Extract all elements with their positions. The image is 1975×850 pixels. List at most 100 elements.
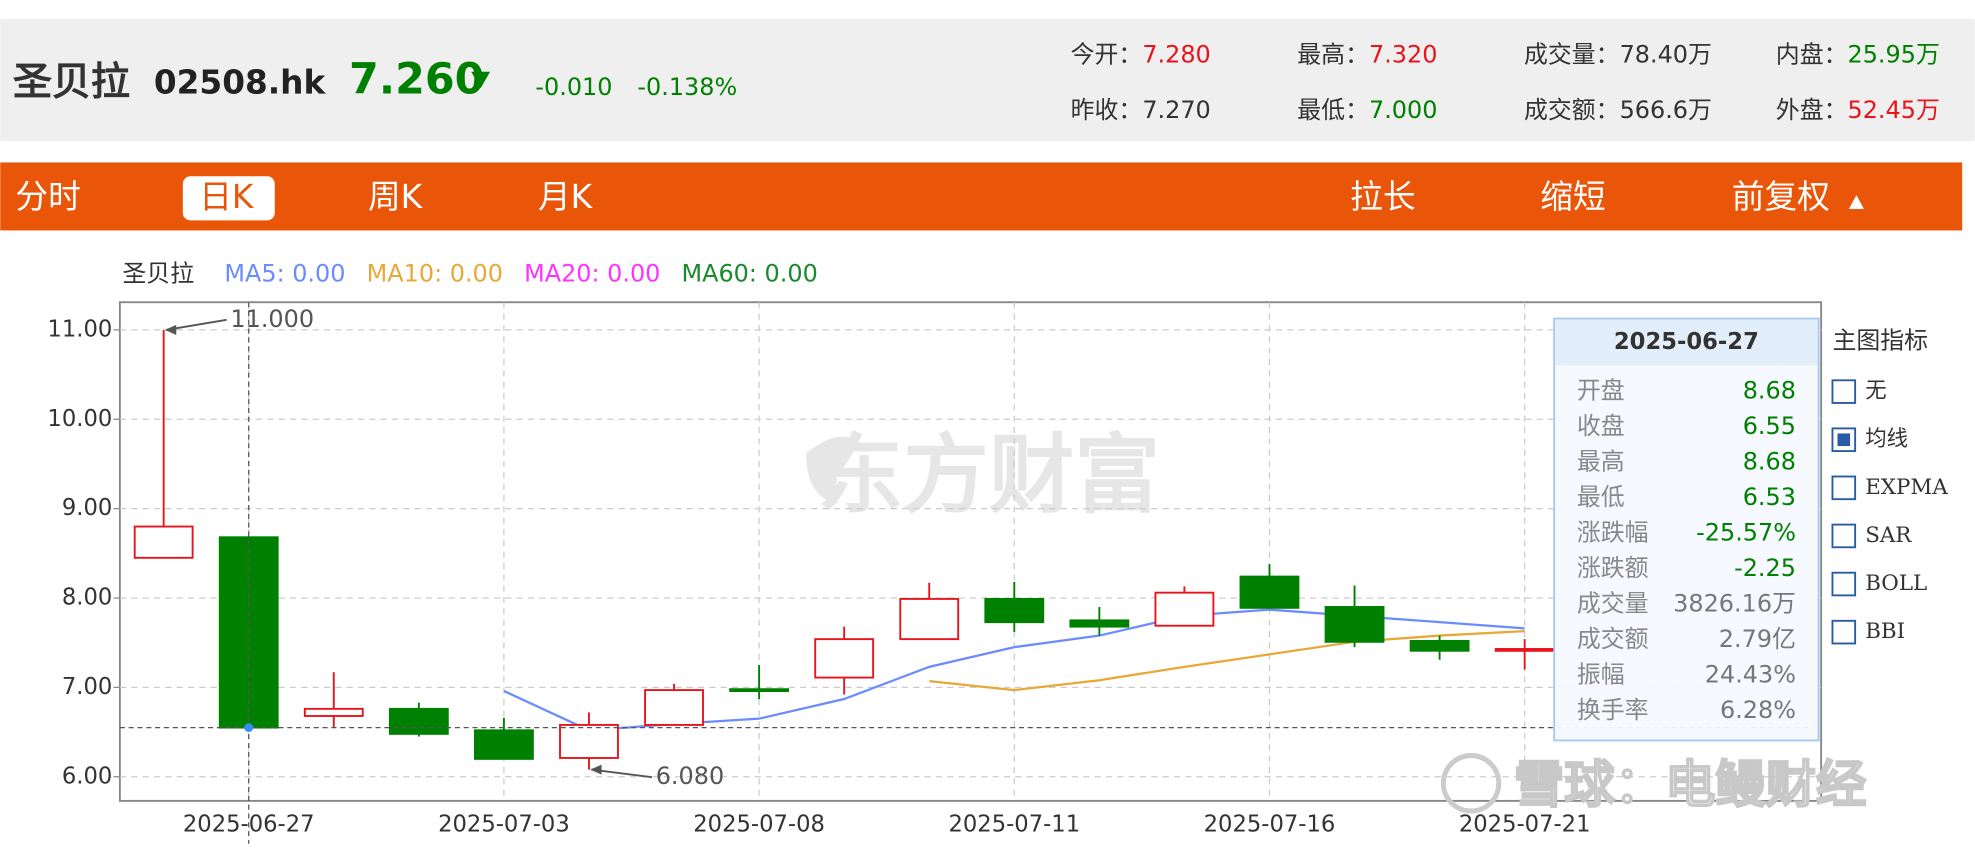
x-tick-label: 2025-07-08 [693, 811, 825, 837]
stat: 最高：7.320 [1297, 40, 1437, 68]
candle-body [303, 707, 364, 717]
change-pct: -0.138% [637, 73, 737, 101]
tab-arrow [1848, 195, 1864, 210]
tooltip-value: -25.57% [1696, 519, 1796, 547]
tooltip-value: 6.28% [1720, 696, 1796, 724]
legend-entry: MA20: 0.00 [524, 260, 660, 288]
stat-value: 566.6万 [1620, 96, 1712, 124]
tooltip-value: 6.53 [1743, 483, 1796, 511]
y-tick-label: 11.00 [47, 316, 112, 342]
candle-body [1239, 575, 1300, 609]
stat-label: 昨收： [1071, 96, 1143, 124]
tooltip-label: 收盘 [1577, 412, 1625, 440]
stat-value: 7.000 [1369, 96, 1437, 124]
tooltip-value: 8.68 [1743, 448, 1796, 476]
checkbox[interactable] [1831, 619, 1857, 645]
checkbox[interactable] [1831, 475, 1857, 501]
stat: 成交量：78.40万 [1524, 40, 1712, 68]
candle-body [388, 707, 449, 735]
y-tick-label: 6.00 [62, 763, 112, 789]
tooltip-label: 开盘 [1577, 377, 1625, 405]
candle-body [984, 597, 1045, 624]
stats: 今开：7.280昨收：7.270最高：7.320最低：7.000成交量：78.4… [1071, 40, 1940, 123]
tooltip-value: 24.43% [1705, 661, 1796, 689]
legend-entry: MA10: 0.00 [367, 260, 503, 288]
tab[interactable]: 日K [199, 178, 255, 216]
x-tick-label: 2025-07-03 [438, 811, 570, 837]
ma-line [929, 629, 1525, 692]
tabs: 分时 日K 周K 月K 拉长 缩短 前复权 [15, 176, 1864, 221]
candle-body [133, 525, 194, 559]
header-band [0, 18, 1975, 142]
tooltip-label: 最低 [1577, 483, 1625, 511]
option-label[interactable]: 均线 [1865, 427, 1908, 452]
tooltip-value: 3826.16万 [1673, 590, 1796, 618]
tooltip-label: 换手率 [1577, 696, 1649, 724]
option-label[interactable]: SAR [1865, 523, 1912, 548]
candle-body [1069, 619, 1130, 628]
stat: 内盘：25.95万 [1776, 40, 1940, 68]
tooltip-label: 最高 [1577, 448, 1625, 476]
y-tick-label: 7.00 [62, 674, 112, 700]
tab[interactable]: 分时 [15, 178, 80, 216]
annotation-arrow [591, 768, 653, 779]
tooltip-label: 成交额 [1577, 625, 1649, 653]
tooltip-value: 8.68 [1743, 377, 1796, 405]
stat: 外盘：52.45万 [1776, 96, 1940, 124]
stat-label: 成交量： [1524, 40, 1620, 68]
watermark-logo [1440, 753, 1502, 814]
tab-highlight [182, 176, 275, 221]
tab-bar [0, 162, 1963, 231]
candle-body [1494, 648, 1555, 652]
stat-label: 外盘： [1776, 96, 1848, 124]
checkbox[interactable] [1831, 379, 1857, 404]
candle-body [1154, 591, 1215, 627]
option-label[interactable]: BBI [1865, 619, 1905, 644]
legend: 圣贝拉 MA5: 0.00 MA10: 0.00 MA20: 0.00 MA60: 0.… [122, 260, 817, 288]
plot-area [118, 301, 1823, 802]
tooltip-header [1555, 319, 1818, 366]
stat: 今开：7.280 [1071, 40, 1211, 68]
y-tick-label: 9.00 [62, 495, 112, 521]
candle-body [1409, 639, 1470, 652]
stat-value: 78.40万 [1620, 40, 1712, 68]
legend-entry: MA60: 0.00 [682, 260, 818, 288]
annotation-head [164, 324, 177, 335]
annotation-head [590, 764, 602, 775]
candle-body [644, 689, 704, 726]
stat-value: 7.280 [1142, 40, 1210, 68]
stat-label: 最低： [1297, 96, 1369, 124]
checkbox[interactable] [1831, 523, 1857, 549]
option-label[interactable]: BOLL [1865, 571, 1927, 596]
price: 7.260 [349, 54, 484, 104]
x-tick-label: 2025-07-21 [1459, 811, 1591, 837]
checkbox[interactable] [1831, 571, 1857, 597]
tab[interactable]: 周K [368, 178, 424, 216]
tooltip-value: 6.55 [1743, 412, 1796, 440]
candle-body [729, 688, 790, 693]
tooltip-label: 涨跌幅 [1577, 519, 1649, 547]
tab[interactable]: 缩短 [1540, 178, 1605, 216]
tab[interactable]: 月K [538, 178, 594, 216]
stock-name: 圣贝拉 [13, 60, 130, 105]
stat-label: 最高： [1297, 40, 1369, 68]
watermark-logo [806, 436, 857, 504]
stat: 昨收：7.270 [1071, 96, 1211, 124]
y-tick-label: 8.00 [62, 585, 112, 611]
change: -0.010 [535, 73, 612, 101]
tab[interactable]: 前复权 [1732, 178, 1830, 216]
tooltip-box [1553, 317, 1820, 742]
option-label[interactable]: EXPMA [1865, 475, 1948, 500]
stat-value: 7.320 [1369, 40, 1437, 68]
legend-title: 圣贝拉 [122, 260, 194, 288]
stat: 成交额：566.6万 [1524, 96, 1712, 124]
crosshair-dot [244, 723, 254, 733]
stat-label: 成交额： [1524, 96, 1620, 124]
x-tick-label: 2025-07-11 [948, 811, 1080, 837]
tooltip-label: 涨跌额 [1577, 554, 1649, 582]
watermark: 东方财富 [818, 426, 1160, 525]
option-label[interactable]: 无 [1865, 379, 1886, 404]
tab[interactable]: 拉长 [1350, 178, 1415, 216]
